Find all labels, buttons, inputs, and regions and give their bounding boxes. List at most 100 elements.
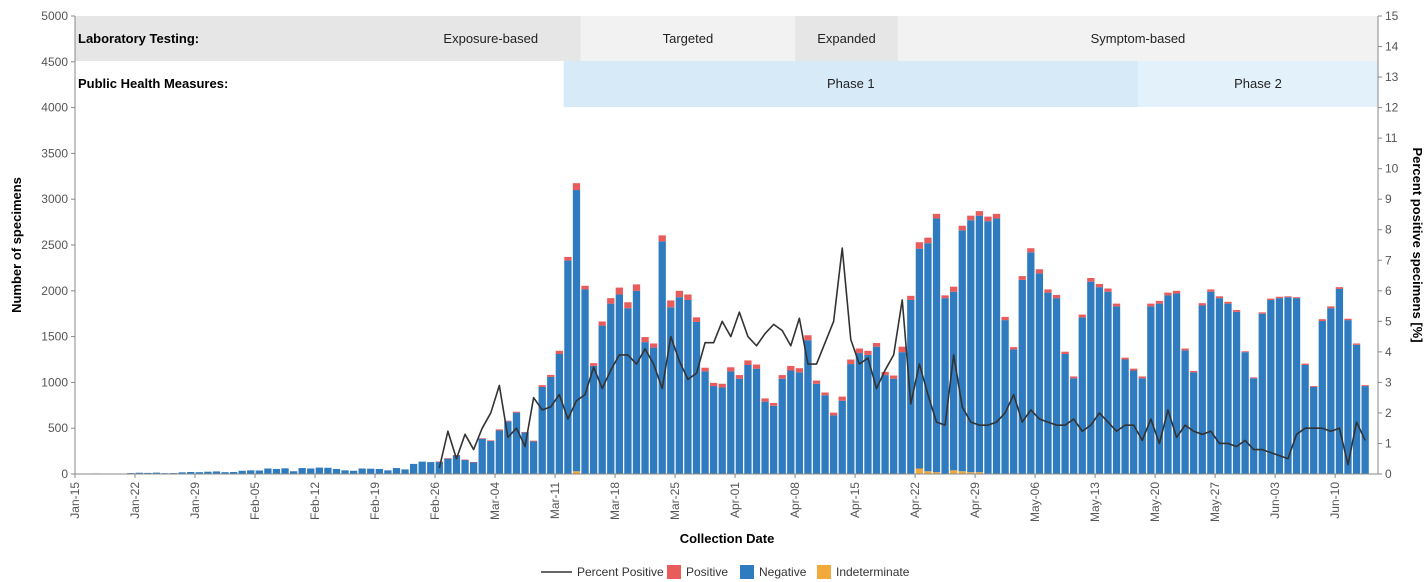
bar-negative-2020-02-28	[452, 455, 461, 474]
bar-positive-2020-03-21	[641, 337, 649, 343]
bar-negative-2020-05-22	[1172, 293, 1181, 474]
bar-negative-2020-03-18	[615, 294, 623, 474]
y2-tick-label-14: 14	[1385, 40, 1399, 54]
bar-negative-2020-02-10	[298, 468, 306, 474]
bar-positive-2020-05-30	[1241, 351, 1249, 353]
bar-negative-2020-04-15	[855, 353, 864, 474]
bar-positive-2020-03-18	[615, 287, 623, 295]
bar-negative-2020-03-03	[487, 441, 495, 474]
bar-negative-2020-02-03	[238, 470, 246, 474]
bar-negative-2020-04-21	[907, 299, 915, 474]
bar-positive-2020-06-06	[1301, 363, 1309, 365]
bar-negative-2020-02-17	[358, 468, 366, 474]
legend-swatch-positive	[667, 565, 681, 579]
y-axis-title: Number of specimens	[9, 177, 24, 313]
y2-tick-label-3: 3	[1385, 375, 1392, 389]
bar-negative-2020-04-29	[975, 215, 984, 473]
bar-negative-2020-03-07	[521, 432, 529, 474]
bar-negative-2020-02-12	[315, 467, 323, 474]
bar-indeterminate-2020-04-22	[915, 468, 924, 474]
bar-positive-2020-05-23	[1181, 348, 1189, 351]
bar-positive-2020-02-27	[444, 458, 452, 459]
bar-negative-2020-02-13	[324, 467, 332, 474]
bar-negative-2020-02-08	[281, 468, 289, 474]
bar-positive-2020-05-29	[1232, 310, 1241, 312]
bar-negative-2020-05-02	[1001, 320, 1009, 474]
bar-negative-2020-04-22	[915, 248, 924, 469]
bar-negative-2020-05-06	[1035, 273, 1044, 474]
legend-label-indeterminate: Indeterminate	[836, 565, 910, 579]
bar-positive-2020-03-23	[658, 235, 666, 242]
bar-negative-2020-02-25	[427, 462, 435, 474]
bar-positive-2020-05-15	[1112, 303, 1121, 307]
y2-tick-label-8: 8	[1385, 223, 1392, 237]
x-axis-title: Collection Date	[680, 531, 775, 546]
bar-negative-2020-03-08	[529, 441, 538, 474]
bar-negative-2020-04-24	[932, 218, 941, 473]
bar-positive-2020-03-16	[598, 321, 606, 326]
bar-positive-2020-03-20	[632, 284, 641, 291]
bar-negative-2020-01-23	[144, 472, 152, 474]
legend: Percent Positive Positive Negative Indeterm…	[541, 565, 910, 579]
bar-negative-2020-04-13	[838, 400, 846, 474]
bar-positive-2020-03-13	[572, 183, 581, 191]
bar-negative-2020-05-23	[1181, 350, 1189, 474]
y-tick-label-5000: 5000	[41, 9, 68, 23]
x-tick-label-16: May-06	[1028, 482, 1042, 522]
bar-positive-2020-05-05	[1027, 248, 1035, 253]
bar-negative-2020-04-25	[941, 298, 949, 474]
bar-positive-2020-03-28	[701, 367, 709, 372]
bar-negative-2020-03-02	[478, 438, 486, 474]
bar-positive-2020-03-12	[564, 256, 572, 261]
bar-negative-2020-02-09	[289, 471, 298, 474]
x-tick-label-20: Jun-03	[1268, 482, 1282, 519]
bar-positive-2020-03-15	[589, 363, 598, 366]
bar-indeterminate-2020-04-29	[975, 472, 984, 474]
bar-negative-2020-03-09	[538, 386, 546, 474]
bar-negative-2020-05-27	[1215, 298, 1224, 474]
bar-positive-2020-04-09	[804, 335, 812, 341]
bar-negative-2020-06-06	[1301, 365, 1309, 474]
bar-positive-2020-06-08	[1318, 319, 1326, 322]
bar-negative-2020-05-31	[1250, 378, 1258, 474]
x-tick-label-5: Feb-19	[368, 482, 382, 520]
bar-positive-2020-04-06	[778, 375, 786, 379]
bar-negative-2020-02-14	[332, 468, 341, 474]
bar-positive-2020-05-21	[1164, 292, 1172, 296]
bar-positive-2020-04-30	[984, 216, 992, 222]
bar-positive-2020-05-16	[1121, 357, 1129, 360]
bar-positive-2020-03-19	[624, 302, 632, 309]
bar-positive-2020-03-03	[487, 440, 495, 442]
bar-positive-2020-04-15	[855, 348, 864, 354]
bar-positive-2020-04-14	[847, 359, 855, 365]
x-tick-label-4: Feb-12	[308, 482, 322, 520]
bar-positive-2020-05-19	[1147, 303, 1155, 307]
bar-negative-2020-01-31	[212, 471, 221, 474]
bar-positive-2020-04-02	[744, 360, 752, 365]
percent-positive-line-group	[438, 247, 1366, 469]
bar-negative-2020-06-11	[1344, 320, 1352, 474]
y-tick-label-4000: 4000	[41, 101, 68, 115]
bar-negative-2020-04-18	[881, 375, 889, 474]
y-tick-label-1000: 1000	[41, 375, 68, 389]
bar-negative-2020-03-25	[675, 297, 683, 474]
bar-positive-2020-04-11	[821, 392, 829, 396]
measures-band-title: Public Health Measures:	[78, 76, 228, 91]
bar-indeterminate-2020-04-24	[932, 472, 941, 474]
bar-positive-2020-05-01	[992, 213, 1001, 219]
bar-positive-2020-05-09	[1061, 351, 1069, 354]
bar-negative-2020-05-19	[1147, 306, 1155, 474]
bar-negative-2020-06-05	[1292, 298, 1301, 474]
bar-positive-2020-05-10	[1070, 376, 1078, 379]
testing-band-segment-1	[580, 16, 796, 61]
bar-negative-2020-04-16	[864, 354, 872, 474]
bar-positive-2020-02-26	[435, 461, 443, 463]
bar-negative-2020-01-22	[135, 472, 143, 474]
legend-swatch-negative	[740, 565, 754, 579]
bar-negative-2020-02-21	[392, 468, 401, 474]
bar-positive-2020-06-10	[1335, 287, 1344, 289]
y-tick-label-2000: 2000	[41, 284, 68, 298]
bar-positive-2020-03-10	[547, 374, 555, 377]
bar-positive-2020-04-26	[950, 286, 958, 292]
